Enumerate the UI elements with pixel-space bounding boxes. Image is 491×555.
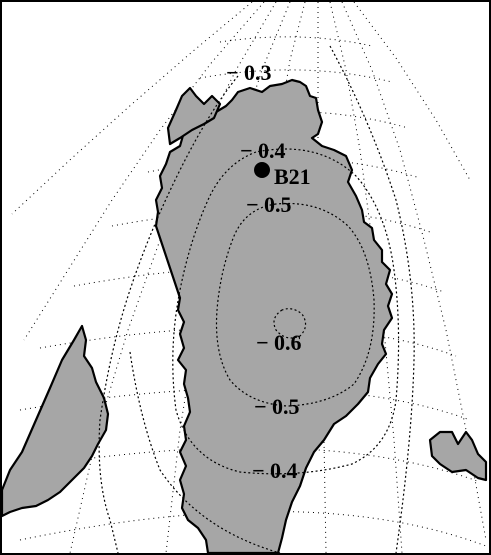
baffin-island (0, 324, 110, 518)
contour-line-right (329, 45, 415, 554)
contour-label-03: − 0.3 (226, 60, 272, 85)
station-dot (254, 162, 270, 178)
contour-line-03 (98, 75, 239, 554)
right-island (428, 430, 488, 482)
land-masses (0, 78, 488, 555)
contour-labels: − 0.3 − 0.4 − 0.5 − 0.6 − 0.5 − 0.4 (226, 60, 302, 483)
contour-line-04 (172, 148, 400, 475)
contour-label-06: − 0.6 (256, 330, 302, 355)
contour-label-05-bottom: − 0.5 (254, 394, 300, 419)
contour-lines (98, 45, 415, 554)
northern-island (166, 86, 222, 146)
contour-line-lower (129, 351, 281, 554)
contour-label-04-bottom: − 0.4 (252, 458, 298, 483)
greenland-landmass (154, 78, 394, 555)
contour-label-05-top: − 0.5 (246, 192, 292, 217)
contour-label-04-top: − 0.4 (240, 138, 286, 163)
contour-line-05 (215, 202, 375, 407)
station-label: B21 (274, 164, 311, 189)
contour-line-06 (273, 308, 307, 339)
station-marker: B21 (254, 162, 311, 189)
